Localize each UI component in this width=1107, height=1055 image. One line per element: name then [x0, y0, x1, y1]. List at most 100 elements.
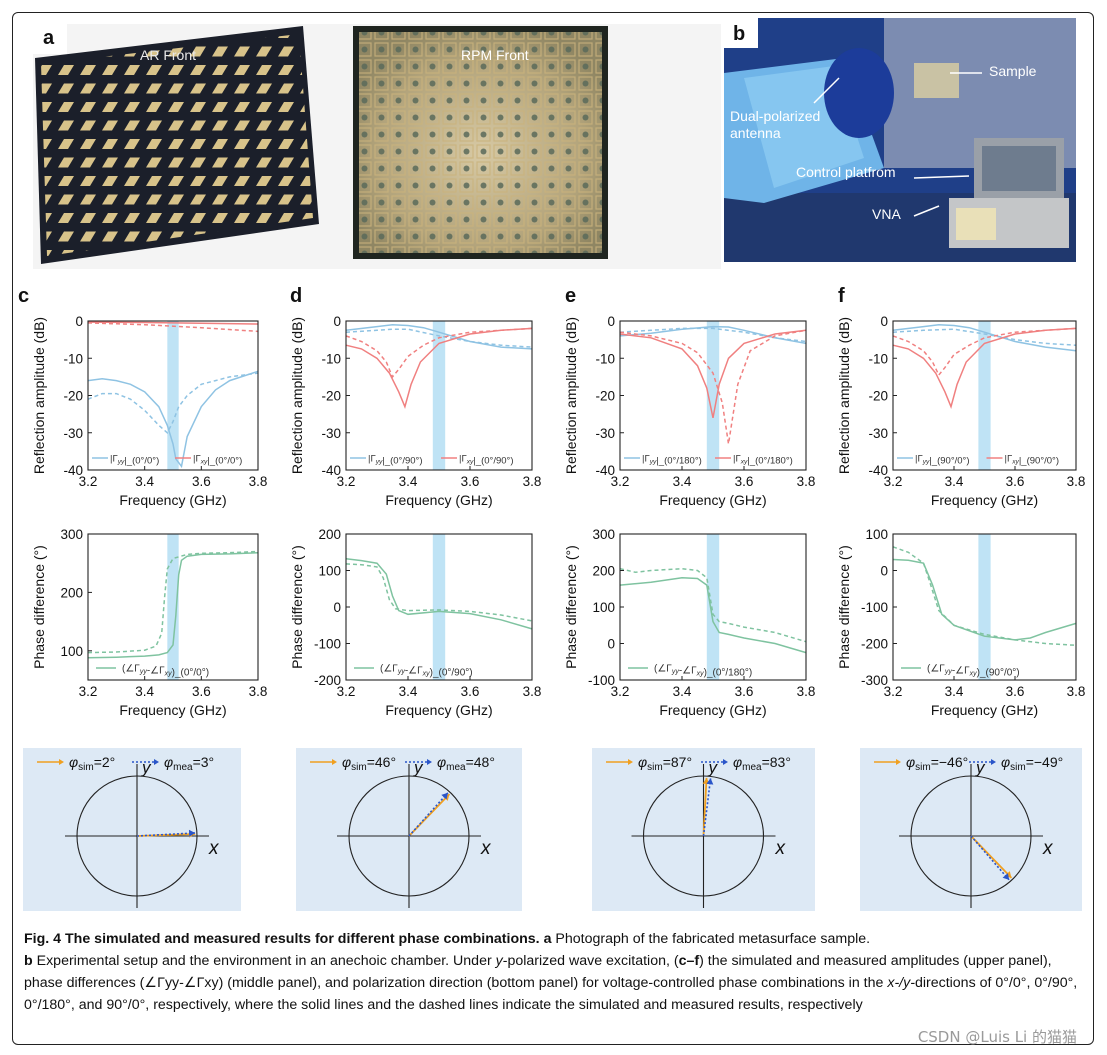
legend-sim-arrowhead	[628, 759, 633, 765]
y-tick-label: 100	[865, 527, 888, 542]
y-axis-label: Phase difference (°)	[563, 545, 579, 669]
x-tick-label: 3.6	[735, 474, 754, 489]
y-axis-letter: y	[708, 758, 719, 777]
legend: (∠Γyy-∠Γxy)_(90°/0°)	[901, 664, 1020, 679]
y-tick-label: -30	[63, 426, 83, 441]
y-axis-label: Phase difference (°)	[31, 545, 47, 669]
x-tick-label: 3.8	[249, 684, 268, 699]
legend-mea-arrowhead	[427, 759, 432, 765]
figure-frame	[12, 12, 1094, 1045]
mea-polarization-arrow-head	[706, 778, 714, 785]
mea-angle-label: φmea=83°	[733, 754, 791, 773]
x-axis-label: Frequency (GHz)	[659, 492, 766, 508]
caption-a-label: a	[543, 931, 552, 947]
x-tick-label: 3.6	[461, 684, 480, 699]
y-tick-label: 100	[318, 564, 341, 579]
photo-b: Sample Dual-polarized antenna Control pl…	[724, 18, 1076, 262]
y-tick-label: -100	[588, 673, 615, 688]
x-tick-label: 3.2	[884, 684, 903, 699]
mea-polarization-arrow	[970, 835, 1010, 881]
caption-b-label: b	[24, 953, 33, 969]
y-tick-label: -200	[314, 673, 341, 688]
caption-title: The simulated and measured results for d…	[65, 931, 540, 947]
caption-b-cf: c–f	[678, 953, 700, 969]
legend: |Γyy|_(0°/180°) |Γxy|_(0°/180°)	[624, 454, 793, 467]
x-tick-label: 3.4	[945, 684, 964, 699]
chart-c-amp: 3.2 3.4 3.6 3.8 0 -10 -20 -30 -40 Frequency (GHz)…	[31, 314, 267, 508]
highlight-band	[978, 534, 991, 680]
polarization-bg	[23, 748, 241, 911]
x-axis-letter: x	[480, 838, 492, 859]
y-tick-label: 200	[318, 527, 341, 542]
charts-layer: 3.2 3.4 3.6 3.8 0 -10 -20 -30 -40 Frequency (GHz)…	[31, 314, 1085, 718]
series-line-1	[345, 328, 533, 348]
legend: (∠Γyy-∠Γxy)_(0°/180°)	[628, 664, 752, 679]
mea-angle-label: φmea=48°	[437, 754, 495, 773]
panel-letter-a: a	[43, 27, 55, 49]
x-tick-label: 3.6	[461, 474, 480, 489]
x-tick-label: 3.8	[797, 474, 816, 489]
caption-b-xy: x-/y-	[887, 975, 915, 991]
y-axis-label: Reflection amplitude (dB)	[563, 317, 579, 474]
letter-b-box	[724, 18, 758, 48]
y-tick-label: 100	[60, 644, 83, 659]
y-tick-label: -40	[321, 463, 341, 478]
series-line-1	[345, 563, 533, 622]
chart-c-phase: 3.2 3.4 3.6 3.8 100 200 300 Frequency (GHz) Phas…	[31, 527, 267, 718]
legend-label: (∠Γyy-∠Γxy)_(0°/180°)	[654, 664, 752, 679]
legend-label: |Γyy|_(90°/0°)	[915, 454, 970, 467]
x-axis-letter: x	[1042, 838, 1054, 859]
x-tick-label: 3.4	[135, 684, 154, 699]
series-line-2	[87, 321, 259, 325]
x-axis-label: Frequency (GHz)	[119, 492, 226, 508]
legend-sim-arrowhead	[59, 759, 64, 765]
panel-letter-e: e	[565, 285, 577, 307]
x-tick-label: 3.6	[1006, 474, 1025, 489]
polarization-panel-f: φsim=−46° φsim=−49° x y	[860, 748, 1082, 911]
setup-photo	[724, 18, 1076, 262]
series-line-0	[345, 558, 533, 630]
highlight-band	[167, 321, 179, 470]
mea-polarization-arrow-head	[1002, 873, 1010, 880]
caption-b-text2: -polarized wave excitation, (	[502, 953, 679, 969]
series-line-2	[619, 329, 807, 419]
y-tick-label: -10	[868, 351, 888, 366]
highlight-band	[978, 321, 991, 470]
x-tick-label: 3.4	[673, 684, 692, 699]
series-line-1	[892, 546, 1077, 647]
highlight-band	[706, 534, 720, 680]
series-line-1	[892, 328, 1077, 346]
series-line-1	[619, 327, 807, 343]
series-line-3	[892, 327, 1077, 377]
legend-label: |Γxy|_(90°/0°)	[1005, 454, 1060, 467]
x-tick-label: 3.6	[1006, 684, 1025, 699]
mea-polarization-arrow-head	[188, 829, 196, 837]
x-tick-label: 3.4	[945, 474, 964, 489]
caption-b-text3: ) the simulated and measured amplitudes …	[24, 953, 1052, 991]
y-tick-label: -100	[861, 600, 888, 615]
y-tick-label: -30	[595, 426, 615, 441]
y-tick-label: -10	[595, 351, 615, 366]
mea-polarization-arrow	[136, 832, 196, 837]
legend: |Γyy|_(0°/0°) |Γxy|_(0°/0°)	[92, 454, 242, 467]
legend: (∠Γyy-∠Γxy)_(0°/90°)	[354, 664, 473, 679]
y-tick-label: -100	[314, 637, 341, 652]
watermark: CSDN @Luis Li 的猫猫	[917, 1028, 1077, 1046]
x-tick-label: 3.8	[523, 474, 542, 489]
y-tick-label: -20	[63, 389, 83, 404]
caption-b-text4: directions of 0°/0°, 0°/90°, 0°/180°, an…	[24, 975, 1078, 1013]
mea-polarization-arrow	[702, 778, 712, 837]
x-tick-label: 3.8	[249, 474, 268, 489]
mea-angle-label: φmea=3°	[164, 754, 214, 773]
panel-letter-b: b	[733, 23, 746, 45]
caption-b-y: y	[495, 953, 503, 969]
y-tick-label: 0	[607, 314, 615, 329]
x-tick-label: 3.2	[337, 684, 356, 699]
sample-label: Sample	[989, 63, 1037, 79]
x-tick-label: 3.8	[523, 684, 542, 699]
mea-polarization-arrow	[408, 792, 449, 837]
legend-label: |Γyy|_(0°/180°)	[642, 454, 702, 467]
legend-label: |Γxy|_(0°/0°)	[193, 454, 242, 467]
y-axis-label: Phase difference (°)	[289, 545, 305, 669]
y-axis-label: Reflection amplitude (dB)	[289, 317, 305, 474]
